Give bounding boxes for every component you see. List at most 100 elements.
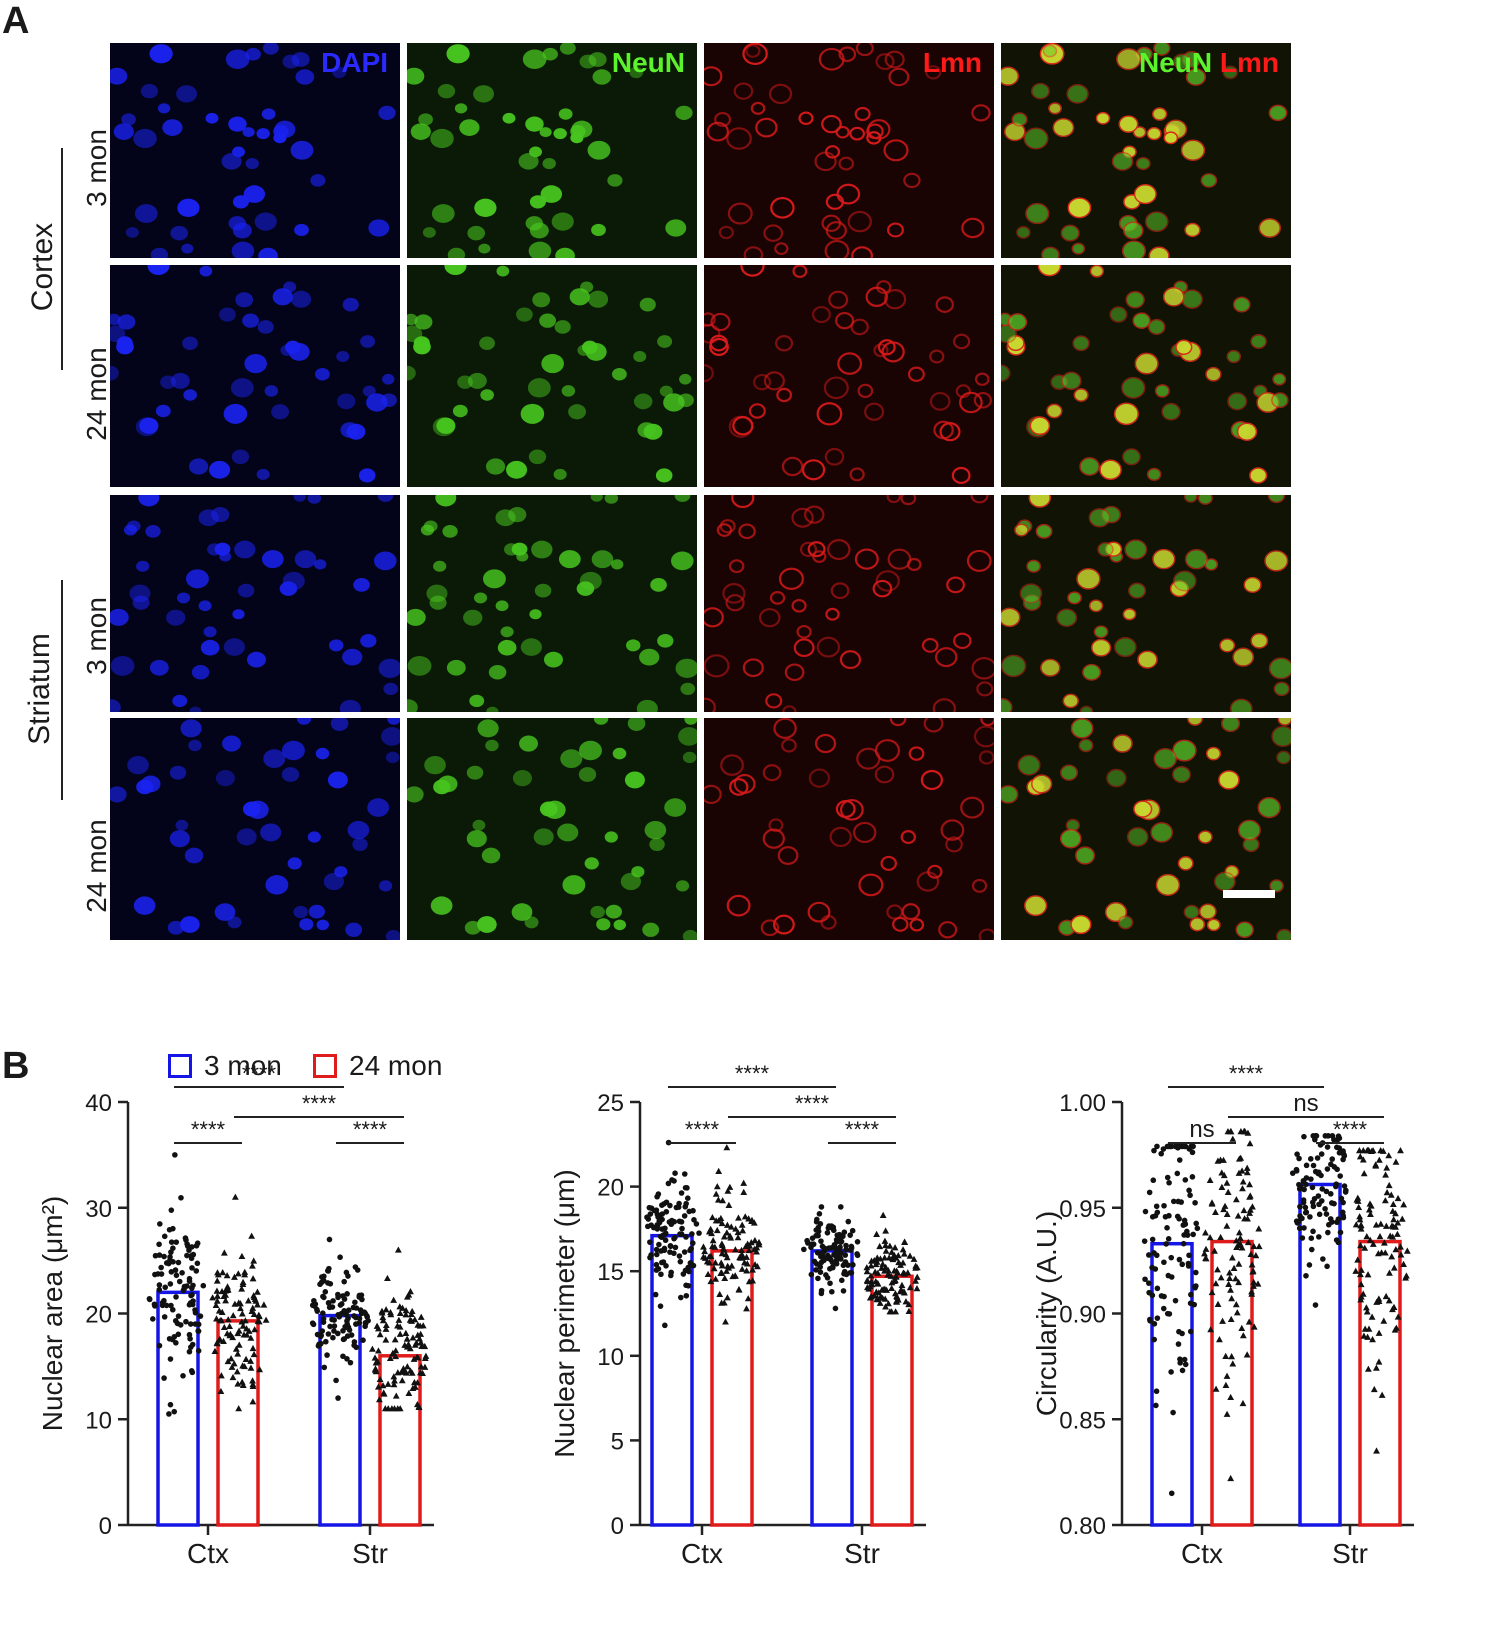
data-point	[673, 1204, 680, 1211]
data-point	[647, 1211, 654, 1217]
data-point	[1212, 1385, 1220, 1392]
data-point	[250, 1257, 258, 1264]
data-point	[893, 1267, 901, 1274]
data-point	[1397, 1147, 1404, 1154]
data-point	[374, 1325, 382, 1332]
data-point	[1360, 1332, 1368, 1339]
data-point	[356, 1294, 363, 1300]
data-point	[391, 1377, 398, 1384]
chart-nuclear-perimeter-svg: 0 5 10 15 20 25 Ctx Str Nuclear perimeter (μm) **…	[549, 1061, 926, 1569]
significance-label-2: ns	[1293, 1090, 1318, 1117]
data-point	[1328, 1161, 1334, 1168]
data-point	[1255, 1225, 1263, 1232]
data-point	[1233, 1309, 1241, 1316]
data-point	[691, 1217, 697, 1223]
data-point	[1380, 1317, 1388, 1324]
x-tick-label-ctx: Ctx	[681, 1538, 723, 1569]
row-label-str-24mon: 24 mon	[81, 819, 112, 913]
data-point	[249, 1382, 257, 1389]
data-point	[723, 1221, 731, 1228]
data-point	[659, 1202, 665, 1208]
data-point	[340, 1327, 346, 1334]
data-point	[1360, 1170, 1368, 1177]
data-point	[188, 1255, 195, 1262]
data-point	[1337, 1229, 1344, 1236]
data-point	[647, 1254, 653, 1261]
data-point	[335, 1395, 341, 1401]
data-point	[910, 1255, 918, 1262]
x-tick-label-str: Str	[1332, 1538, 1368, 1569]
micrograph-r2-c0	[110, 495, 400, 712]
data-point	[181, 1286, 187, 1292]
data-point	[644, 1223, 651, 1230]
data-point	[418, 1342, 426, 1349]
data-point	[671, 1178, 677, 1184]
data-point	[376, 1375, 384, 1383]
data-point	[1151, 1147, 1157, 1154]
data-point	[1383, 1164, 1391, 1171]
data-point	[1234, 1212, 1242, 1219]
bar-ctx-24mon	[216, 1319, 260, 1527]
panel-a-letter: A	[2, 0, 30, 42]
data-point	[1238, 1167, 1246, 1174]
data-point	[669, 1217, 675, 1224]
data-point	[1246, 1206, 1254, 1213]
data-point	[1323, 1188, 1330, 1195]
data-point	[396, 1309, 404, 1317]
data-point	[255, 1318, 263, 1325]
region-label-striatum: Striatum	[23, 633, 56, 745]
micrograph-r3-c2	[704, 718, 994, 940]
data-point	[676, 1253, 683, 1259]
data-point	[1334, 1144, 1340, 1151]
data-point	[156, 1286, 163, 1293]
data-point	[713, 1226, 721, 1234]
data-point	[220, 1249, 228, 1256]
data-point	[1299, 1215, 1305, 1222]
data-point	[401, 1341, 409, 1348]
data-point	[814, 1216, 820, 1223]
data-point	[337, 1302, 344, 1308]
data-point	[832, 1305, 839, 1312]
data-point	[209, 1294, 217, 1301]
data-point	[818, 1290, 825, 1297]
data-point	[801, 1246, 807, 1253]
data-point	[374, 1383, 382, 1390]
y-axis-label: Circularity (A.U.)	[1031, 1211, 1062, 1416]
data-point	[399, 1304, 406, 1311]
data-point	[874, 1280, 882, 1287]
data-point	[1392, 1158, 1400, 1165]
data-point	[403, 1293, 411, 1300]
data-point	[1293, 1168, 1300, 1174]
data-point	[1254, 1280, 1262, 1287]
data-point	[1357, 1293, 1365, 1300]
data-point	[1151, 1336, 1158, 1343]
data-point	[1172, 1143, 1179, 1150]
data-point	[1160, 1305, 1167, 1312]
data-point	[1301, 1225, 1307, 1231]
data-point	[1164, 1143, 1171, 1150]
data-point	[224, 1283, 231, 1290]
data-point	[888, 1279, 896, 1286]
data-point	[1389, 1233, 1397, 1240]
data-point	[1226, 1274, 1234, 1282]
data-point	[662, 1237, 669, 1244]
data-point	[837, 1204, 844, 1210]
data-point	[816, 1211, 823, 1217]
data-point	[1357, 1280, 1365, 1288]
data-point	[1300, 1178, 1307, 1185]
data-point	[1389, 1200, 1397, 1207]
data-point	[1301, 1133, 1307, 1140]
data-point	[351, 1339, 358, 1345]
data-point	[1168, 1369, 1174, 1375]
data-point	[387, 1311, 395, 1318]
data-point	[1303, 1272, 1309, 1279]
data-point	[1153, 1388, 1160, 1395]
data-point	[1368, 1313, 1376, 1320]
data-point	[1181, 1143, 1188, 1150]
data-point	[678, 1190, 685, 1196]
data-point	[1248, 1290, 1256, 1297]
data-point	[663, 1208, 670, 1215]
data-point	[745, 1246, 753, 1254]
data-point	[175, 1259, 182, 1266]
data-point	[659, 1211, 666, 1217]
